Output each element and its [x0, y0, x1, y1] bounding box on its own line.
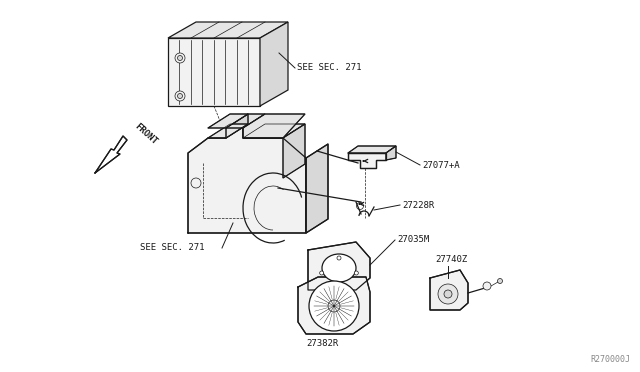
Text: 27740Z: 27740Z [435, 256, 467, 264]
Polygon shape [386, 146, 396, 160]
Polygon shape [243, 114, 305, 138]
Text: 27077+A: 27077+A [422, 160, 460, 170]
Polygon shape [348, 153, 386, 168]
Polygon shape [226, 114, 248, 138]
Polygon shape [283, 124, 305, 178]
Circle shape [337, 256, 341, 260]
Circle shape [177, 55, 182, 61]
Circle shape [483, 282, 491, 290]
Polygon shape [208, 114, 248, 128]
Circle shape [328, 300, 340, 312]
Circle shape [319, 271, 324, 275]
Circle shape [497, 279, 502, 283]
Polygon shape [168, 38, 260, 106]
Polygon shape [430, 270, 468, 310]
Ellipse shape [322, 254, 356, 282]
Circle shape [309, 281, 359, 331]
Text: 27035M: 27035M [397, 235, 429, 244]
Text: R270000J: R270000J [590, 356, 630, 365]
Circle shape [355, 271, 358, 275]
Polygon shape [168, 22, 288, 38]
Circle shape [444, 290, 452, 298]
Text: SEE SEC. 271: SEE SEC. 271 [297, 64, 362, 73]
Text: SEE SEC. 271: SEE SEC. 271 [140, 244, 205, 253]
Polygon shape [306, 144, 328, 233]
Text: 27228R: 27228R [402, 201, 435, 209]
Polygon shape [298, 277, 370, 334]
Circle shape [175, 91, 185, 101]
Text: 27382R: 27382R [306, 340, 339, 349]
Polygon shape [260, 22, 288, 106]
Polygon shape [226, 114, 265, 128]
Text: FRONT: FRONT [133, 121, 159, 146]
Circle shape [177, 93, 182, 99]
Circle shape [438, 284, 458, 304]
Polygon shape [95, 136, 127, 173]
Polygon shape [208, 124, 248, 138]
Polygon shape [188, 128, 306, 233]
Polygon shape [348, 146, 396, 153]
Polygon shape [243, 124, 305, 138]
Polygon shape [308, 242, 370, 290]
Circle shape [175, 53, 185, 63]
